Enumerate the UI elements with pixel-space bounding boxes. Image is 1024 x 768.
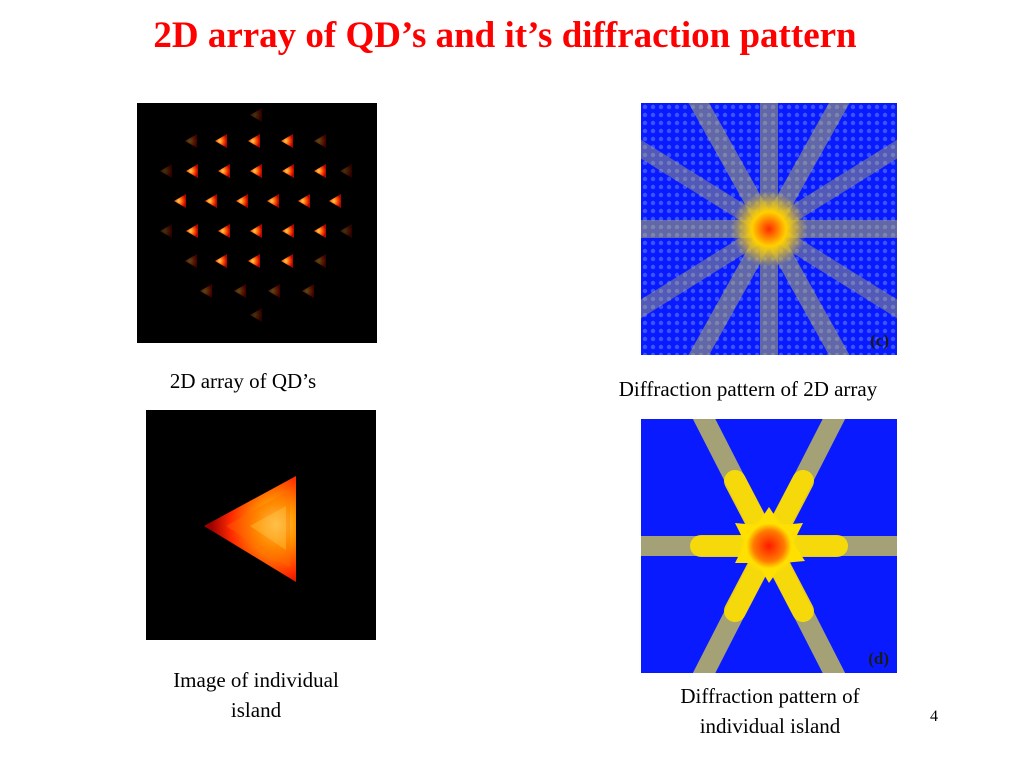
island-image — [146, 410, 376, 640]
quantum-dot — [248, 134, 260, 148]
quantum-dot — [174, 194, 186, 208]
quantum-dot — [250, 308, 262, 322]
quantum-dot — [314, 224, 326, 238]
quantum-dot — [186, 164, 198, 178]
quantum-dot — [200, 284, 212, 298]
quantum-dot — [268, 284, 280, 298]
array-diffraction-figure — [641, 103, 897, 355]
quantum-dot — [281, 134, 293, 148]
qd-array-image — [137, 103, 377, 343]
panel-tag-d: (d) — [868, 649, 889, 668]
quantum-dot — [267, 194, 279, 208]
island-caption-line1: Image of individual — [173, 668, 339, 692]
island-caption-line2: island — [230, 698, 282, 722]
quantum-dot — [340, 164, 352, 178]
quantum-dot — [250, 164, 262, 178]
array-diffraction-caption: Diffraction pattern of 2D array — [618, 377, 878, 401]
island-figure — [204, 476, 296, 582]
quantum-dot — [160, 164, 172, 178]
quantum-dot — [218, 224, 230, 238]
quantum-dot — [215, 134, 227, 148]
quantum-dot — [236, 194, 248, 208]
qd-array-figure — [160, 108, 352, 322]
qd-array-caption: 2D array of QD’s — [169, 369, 317, 393]
island-diffraction-caption-line1: Diffraction pattern of — [680, 684, 860, 708]
island-diffraction-caption: Diffraction pattern of individual island — [630, 681, 910, 741]
quantum-dot — [215, 254, 227, 268]
quantum-dot — [314, 254, 326, 268]
quantum-dot — [250, 108, 262, 122]
quantum-dot — [340, 224, 352, 238]
quantum-dot — [218, 164, 230, 178]
island-diffraction-caption-line2: individual island — [699, 714, 841, 738]
quantum-dot — [205, 194, 217, 208]
quantum-dot — [185, 134, 197, 148]
quantum-dot — [234, 284, 246, 298]
island-caption: Image of individual island — [136, 665, 376, 725]
quantum-dot — [160, 224, 172, 238]
quantum-dot — [282, 224, 294, 238]
quantum-dot — [282, 164, 294, 178]
island-diffraction-image: (d) — [641, 419, 897, 673]
quantum-dot — [298, 194, 310, 208]
quantum-dot — [281, 254, 293, 268]
quantum-dot — [185, 254, 197, 268]
quantum-dot — [186, 224, 198, 238]
quantum-dot — [314, 164, 326, 178]
quantum-dot — [329, 194, 341, 208]
page-number: 4 — [930, 708, 938, 725]
slide-title: 2D array of QD’s and it’s diffraction pa… — [153, 15, 857, 56]
array-diffraction-image: (c) — [641, 103, 897, 355]
quantum-dot — [248, 254, 260, 268]
quantum-dot — [250, 224, 262, 238]
island-diffraction-figure — [641, 419, 897, 673]
panel-tag-c: (c) — [870, 331, 889, 350]
quantum-dot — [314, 134, 326, 148]
quantum-dot — [302, 284, 314, 298]
